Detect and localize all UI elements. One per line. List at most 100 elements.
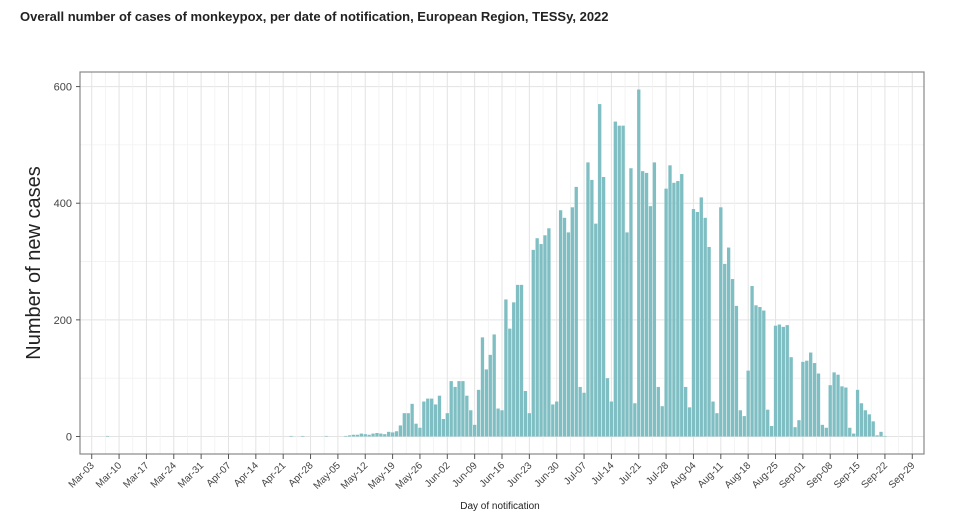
bar bbox=[816, 373, 821, 437]
bar bbox=[574, 186, 578, 437]
bar bbox=[824, 427, 828, 437]
bar bbox=[703, 217, 707, 437]
bar bbox=[644, 172, 649, 437]
x-tick-label: Jun-23 bbox=[505, 460, 535, 490]
bar bbox=[852, 433, 856, 437]
x-tick-label: May-12 bbox=[339, 460, 371, 492]
bar bbox=[832, 372, 836, 437]
bar bbox=[351, 434, 356, 437]
bar bbox=[387, 431, 391, 437]
bar bbox=[613, 121, 617, 437]
bar bbox=[777, 324, 782, 437]
bar bbox=[449, 381, 453, 437]
bar bbox=[738, 410, 743, 437]
bar bbox=[656, 386, 660, 437]
bar bbox=[805, 360, 809, 437]
bar bbox=[426, 398, 430, 437]
bar bbox=[637, 89, 641, 437]
bar bbox=[785, 325, 789, 437]
x-tick-label: Jun-16 bbox=[478, 460, 508, 490]
bar bbox=[715, 413, 719, 437]
bar bbox=[476, 389, 481, 437]
bar bbox=[347, 435, 352, 437]
bar bbox=[383, 434, 387, 437]
bar bbox=[551, 404, 555, 437]
bar bbox=[500, 410, 504, 437]
bar bbox=[558, 210, 563, 437]
bar bbox=[441, 419, 446, 437]
x-tick-label: Mar-17 bbox=[121, 460, 151, 490]
y-axis: 0 200 400 600 bbox=[54, 82, 80, 444]
bar bbox=[590, 179, 594, 437]
x-axis: Mar-03Mar-10Mar-17Mar-24Mar-31Apr-07Apr-… bbox=[67, 454, 918, 492]
bar bbox=[469, 410, 473, 437]
bar bbox=[875, 435, 879, 437]
x-tick-label: Sep-01 bbox=[777, 460, 808, 491]
bar bbox=[828, 385, 832, 437]
bar bbox=[390, 432, 395, 437]
bar bbox=[445, 413, 449, 437]
bar bbox=[641, 171, 645, 437]
bar bbox=[453, 386, 457, 437]
bar bbox=[750, 286, 754, 437]
x-tick-label: Jul-14 bbox=[589, 460, 616, 487]
bar bbox=[363, 434, 367, 437]
bar bbox=[496, 408, 500, 437]
bar bbox=[457, 381, 461, 437]
bar bbox=[871, 421, 875, 437]
bar bbox=[746, 370, 750, 437]
bar bbox=[566, 232, 571, 437]
bar bbox=[711, 401, 715, 437]
bar bbox=[789, 357, 793, 437]
bar bbox=[730, 279, 735, 437]
bar bbox=[480, 337, 485, 437]
bar bbox=[410, 403, 414, 437]
bar bbox=[492, 334, 496, 437]
x-tick-label: Sep-08 bbox=[805, 460, 836, 491]
bar bbox=[484, 369, 489, 437]
bar bbox=[879, 431, 883, 437]
bar bbox=[723, 263, 727, 437]
bar bbox=[695, 211, 700, 437]
x-tick-label: Jun-09 bbox=[450, 460, 480, 490]
bar bbox=[359, 433, 363, 437]
bar bbox=[289, 435, 293, 437]
bar bbox=[570, 207, 574, 437]
bar bbox=[523, 391, 528, 437]
x-tick-label: Jun-02 bbox=[423, 460, 453, 490]
bar bbox=[519, 284, 524, 437]
bar bbox=[742, 416, 746, 437]
bar bbox=[367, 434, 371, 437]
bar bbox=[812, 363, 817, 437]
bar bbox=[793, 427, 797, 437]
bar bbox=[422, 401, 426, 437]
x-tick-label: Aug-04 bbox=[668, 460, 699, 491]
bar bbox=[758, 307, 762, 437]
bar bbox=[820, 424, 825, 437]
bar bbox=[672, 182, 676, 437]
bar bbox=[769, 426, 774, 437]
bar bbox=[691, 209, 696, 437]
bar bbox=[719, 207, 723, 437]
bar bbox=[418, 427, 422, 437]
x-axis-label: Day of notification bbox=[460, 501, 540, 512]
bar bbox=[394, 431, 399, 437]
x-tick-label: Mar-31 bbox=[176, 460, 206, 490]
bar bbox=[648, 206, 653, 437]
bar bbox=[773, 325, 778, 437]
x-tick-label: Apr-07 bbox=[205, 460, 234, 489]
x-tick-label: Sep-29 bbox=[887, 460, 918, 491]
bar bbox=[355, 434, 360, 437]
bar bbox=[582, 392, 586, 437]
bars bbox=[105, 89, 887, 437]
bar bbox=[437, 395, 442, 437]
bar bbox=[683, 386, 688, 437]
bar bbox=[883, 435, 887, 437]
chart-title: Overall number of cases of monkeypox, pe… bbox=[20, 9, 609, 24]
bar bbox=[379, 433, 383, 437]
bar bbox=[344, 435, 348, 437]
x-tick-label: May-05 bbox=[312, 460, 344, 492]
bar bbox=[488, 354, 492, 437]
bar bbox=[863, 410, 868, 437]
bar bbox=[398, 425, 403, 437]
